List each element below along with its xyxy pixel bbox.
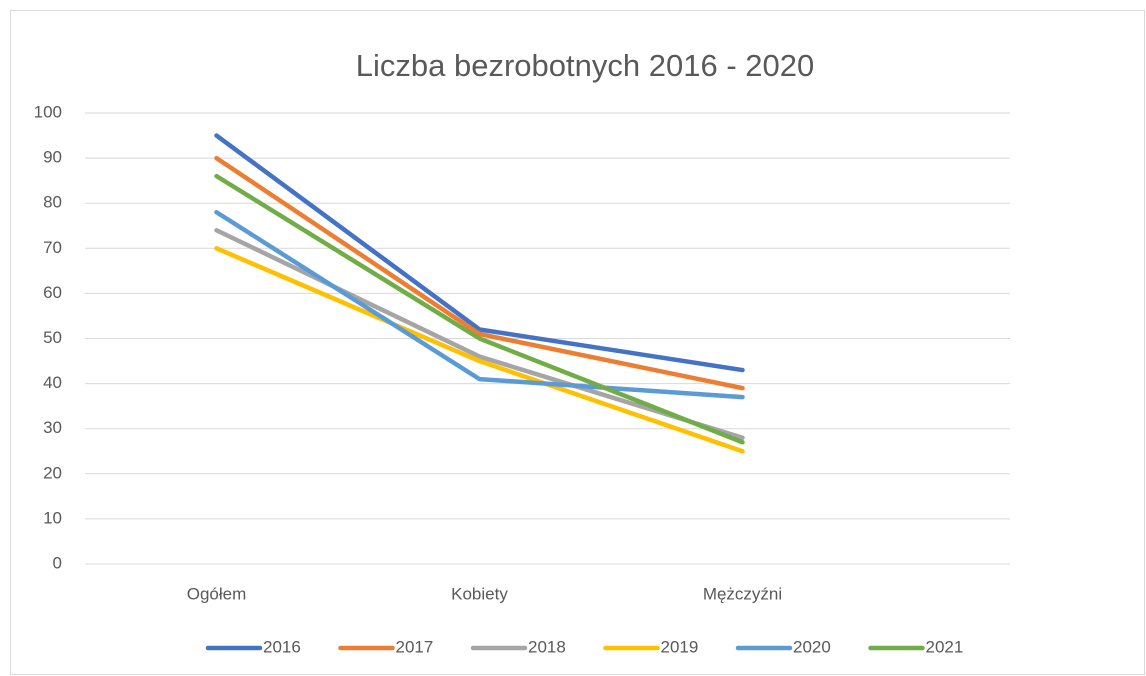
y-tick-label: 70 [43,238,62,257]
y-tick-label: 0 [53,553,62,572]
series-line [214,173,745,445]
y-tick-label: 60 [43,283,62,302]
series-line [214,246,745,454]
y-tick-label: 100 [34,102,62,121]
chart-title: Liczba bezrobotnych 2016 - 2020 [356,48,814,83]
x-tick-label: Kobiety [451,584,508,603]
y-tick-label: 10 [43,508,62,527]
y-tick-label: 20 [43,463,62,482]
x-tick-label: Mężczyźni [703,584,782,603]
legend-label: 2020 [793,637,831,656]
series-line [214,228,745,440]
y-tick-label: 90 [43,148,62,167]
series-line [214,209,745,400]
y-tick-label: 50 [43,328,62,347]
legend-label: 2017 [396,637,434,656]
legend-label: 2019 [661,637,699,656]
legend-label: 2016 [263,637,301,656]
y-tick-label: 30 [43,418,62,437]
y-tick-label: 80 [43,193,62,212]
x-tick-label: Ogółem [187,584,247,603]
y-tick-label: 40 [43,373,62,392]
legend-label: 2018 [528,637,566,656]
series-line [214,133,745,373]
series-line [214,155,745,391]
legend-label: 2021 [926,637,964,656]
